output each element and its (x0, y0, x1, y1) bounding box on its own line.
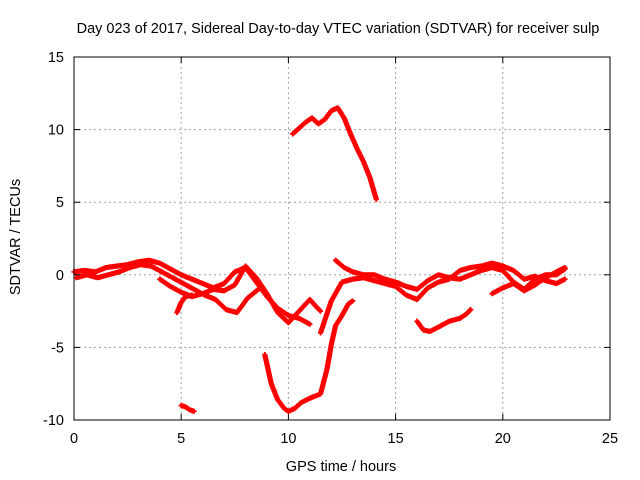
chart-title: Day 023 of 2017, Sidereal Day-to-day VTE… (77, 21, 600, 37)
data-point (189, 292, 195, 298)
data-series (414, 307, 474, 335)
data-point (562, 276, 568, 282)
x-tick-label: 20 (495, 431, 511, 447)
plot-frame (73, 56, 611, 421)
x-tick-label: 0 (70, 431, 78, 447)
data-series (178, 402, 197, 414)
x-tick-label: 15 (388, 431, 404, 447)
data-series (157, 263, 324, 326)
data-point (350, 298, 356, 304)
data-point (468, 307, 474, 313)
data-point (317, 308, 324, 314)
axis-ticks: 0 5 10 15 20 25 -10 -5 0 5 10 15 (43, 50, 618, 447)
x-tick-label: 5 (177, 431, 185, 447)
y-tick-label: 10 (48, 123, 64, 139)
y-tick-label: -5 (51, 340, 64, 356)
y-axis-label: SDTVAR / TECUs (8, 179, 24, 295)
x-axis-label: GPS time / hours (286, 459, 396, 475)
data-series (262, 298, 356, 414)
y-tick-label: 5 (56, 195, 64, 211)
y-tick-label: 0 (56, 268, 64, 284)
data-point (255, 286, 261, 292)
data-points (71, 105, 568, 414)
data-series (71, 257, 313, 327)
x-tick-label: 10 (280, 431, 296, 447)
data-point (307, 321, 313, 327)
x-tick-label: 25 (602, 431, 618, 447)
data-point (191, 408, 197, 414)
y-tick-label: -10 (43, 413, 64, 429)
data-series (290, 105, 379, 202)
data-point (562, 264, 568, 271)
data-series (332, 257, 568, 292)
data-point (373, 196, 379, 202)
data-series (174, 292, 195, 316)
data-series (489, 264, 568, 297)
y-tick-label: 15 (48, 50, 64, 66)
